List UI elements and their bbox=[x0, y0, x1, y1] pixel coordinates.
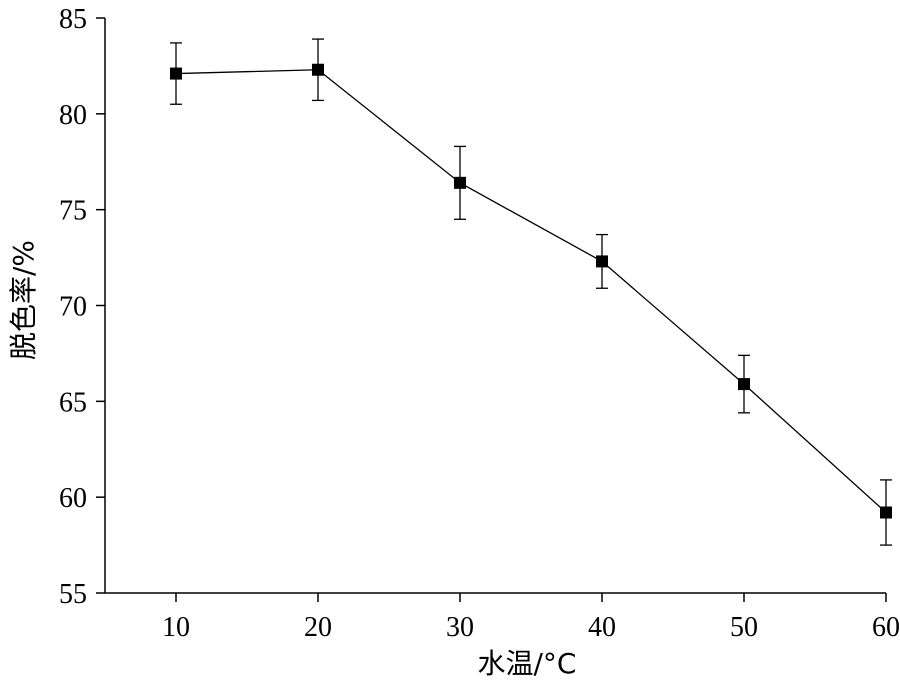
y-tick-label: 55 bbox=[59, 579, 87, 610]
x-tick-label: 10 bbox=[162, 612, 190, 643]
x-tick-label: 20 bbox=[304, 612, 332, 643]
y-ticks: 55 60 65 70 75 80 85 bbox=[59, 4, 105, 610]
series-line bbox=[175, 69, 887, 513]
y-tick-label: 85 bbox=[59, 4, 87, 35]
axes bbox=[104, 18, 886, 594]
x-tick-label: 40 bbox=[588, 612, 616, 643]
x-tick-label: 60 bbox=[872, 612, 900, 643]
x-axis-title: 水温/°C bbox=[478, 647, 577, 680]
y-tick-label: 80 bbox=[59, 100, 87, 131]
y-tick-label: 75 bbox=[59, 196, 87, 227]
x-tick-label: 50 bbox=[730, 612, 758, 643]
data-point bbox=[738, 378, 750, 391]
y-tick-label: 60 bbox=[59, 483, 87, 514]
data-point bbox=[312, 63, 324, 76]
y-tick-label: 70 bbox=[59, 292, 87, 323]
data-point bbox=[596, 255, 608, 268]
data-point bbox=[454, 176, 466, 189]
x-tick-label: 30 bbox=[446, 612, 474, 643]
data-point bbox=[880, 506, 892, 519]
series-layer bbox=[170, 38, 892, 546]
data-point bbox=[170, 67, 182, 80]
y-tick-label: 65 bbox=[59, 387, 87, 418]
y-axis-title: 脱色率/% bbox=[7, 240, 40, 360]
x-ticks: 10 20 30 40 50 60 bbox=[162, 593, 900, 643]
